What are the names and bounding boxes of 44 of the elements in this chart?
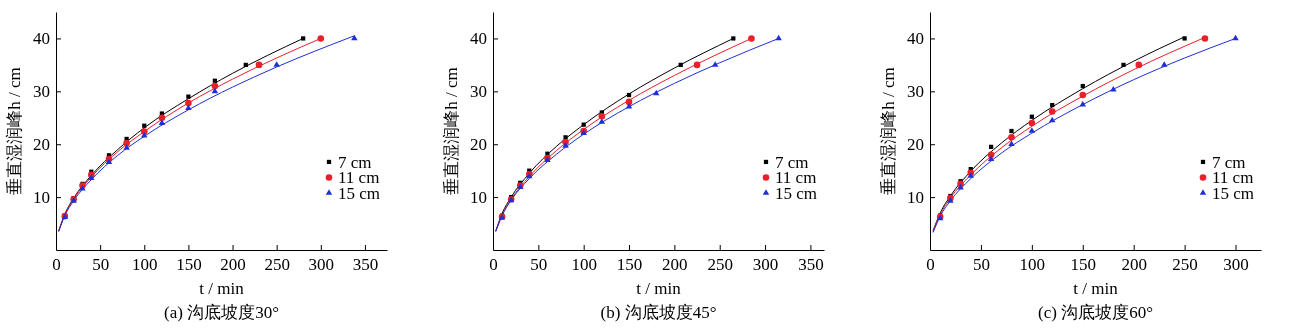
y-tick-label: 40 [907, 29, 924, 49]
x-tick-label: 100 [1019, 255, 1046, 275]
x-tick-label: 300 [1223, 255, 1249, 275]
text: (b) 沟底坡度45° [600, 303, 717, 322]
x-tick-label: 300 [308, 255, 335, 275]
x-tick-label: 0 [926, 255, 935, 275]
y-axis-title: 垂直湿润峰h / cm [879, 67, 898, 195]
y-tick-label: 30 [470, 82, 487, 102]
x-tick-label: 50 [92, 255, 110, 275]
y-tick-label: 40 [470, 29, 487, 49]
x-tick-label: 0 [489, 255, 498, 275]
y-tick-label: 30 [907, 82, 924, 102]
x-axis-title: t / min [1073, 279, 1119, 298]
y-axis-title: 垂直湿润峰h / cm [5, 67, 24, 195]
y-axis-title: 垂直湿润峰h / cm [442, 67, 461, 195]
x-tick-label: 50 [530, 255, 548, 275]
x-tick-label: 250 [1172, 255, 1198, 275]
y-tick-label: 40 [33, 29, 50, 49]
x-tick-label: 100 [132, 255, 158, 275]
y-tick-label: 10 [470, 188, 487, 208]
y-tick-label: 20 [470, 135, 487, 155]
x-tick-label: 150 [176, 255, 202, 275]
x-tick-label: 300 [752, 255, 779, 275]
y-tick-label: 10 [33, 188, 50, 208]
text: (c) 沟底坡度60° [1038, 303, 1153, 322]
y-tick-label: 10 [907, 188, 924, 208]
text: (a) 沟底坡度30° [164, 303, 279, 322]
y-tick-label: 20 [33, 135, 50, 155]
x-tick-label: 200 [662, 255, 688, 275]
x-tick-label: 250 [707, 255, 733, 275]
x-tick-label: 200 [1121, 255, 1147, 275]
x-tick-label: 0 [52, 255, 61, 275]
y-tick-label: 20 [907, 135, 924, 155]
x-tick-label: 150 [616, 255, 643, 275]
x-tick-label: 200 [220, 255, 246, 275]
y-tick-label: 30 [33, 82, 50, 102]
x-tick-label: 250 [264, 255, 290, 275]
x-tick-label: 150 [1070, 255, 1097, 275]
x-tick-label: 100 [571, 255, 597, 275]
x-axis-title: t / min [636, 279, 682, 298]
x-tick-label: 350 [798, 255, 824, 275]
x-tick-label: 350 [352, 255, 379, 275]
x-tick-label: 50 [972, 255, 990, 275]
x-axis-title: t / min [199, 279, 245, 298]
